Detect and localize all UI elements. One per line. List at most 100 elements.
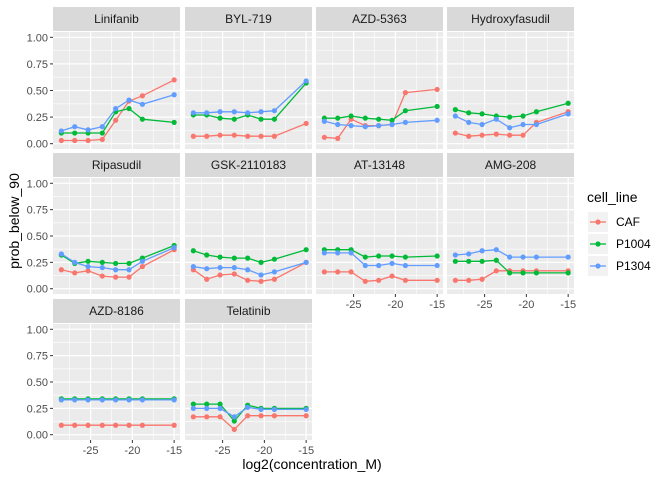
data-point-caf: [479, 276, 485, 282]
data-point-caf: [303, 413, 309, 419]
facet-panel: AZD-5363: [316, 7, 443, 149]
data-point-caf: [72, 137, 78, 144]
data-point-caf: [493, 131, 499, 137]
data-point-caf: [72, 422, 78, 428]
data-point-p1004: [190, 401, 196, 407]
data-point-p1004: [479, 258, 485, 264]
data-point-p1004: [520, 113, 526, 119]
data-point-p1304: [99, 397, 105, 403]
data-point-caf: [204, 276, 210, 282]
data-point-p1304: [533, 121, 540, 128]
data-point-p1304: [217, 405, 223, 411]
data-point-caf: [58, 267, 64, 273]
data-point-caf: [217, 414, 223, 420]
data-point-caf: [452, 130, 458, 136]
data-point-p1004: [493, 257, 499, 263]
data-point-p1004: [335, 115, 341, 121]
data-point-p1004: [271, 116, 278, 122]
data-point-p1004: [99, 130, 105, 136]
data-point-p1004: [231, 255, 237, 261]
data-point-caf: [171, 77, 177, 83]
data-point-caf: [204, 133, 210, 139]
x-tick-label: -25: [83, 445, 99, 457]
data-point-p1304: [99, 124, 105, 130]
data-point-p1004: [204, 252, 210, 258]
facet-panel: GSK-2110183: [185, 153, 312, 294]
data-point-p1304: [520, 254, 526, 260]
data-point-p1304: [231, 109, 237, 115]
data-point-p1304: [434, 262, 440, 269]
data-point-p1004: [507, 114, 513, 120]
facet-title: Telatinib: [226, 304, 270, 318]
data-point-caf: [434, 277, 440, 283]
x-tick-label: -20: [387, 299, 403, 311]
data-point-caf: [217, 272, 223, 278]
data-point-p1004: [231, 116, 237, 122]
data-point-caf: [245, 277, 251, 283]
x-tick-label: -20: [124, 445, 140, 457]
data-point-p1304: [85, 263, 91, 270]
data-point-p1304: [258, 272, 264, 278]
data-point-caf: [466, 277, 472, 283]
y-tick-label: 0.50: [27, 86, 48, 98]
y-tick-label: 1.00: [27, 324, 48, 336]
data-point-p1004: [376, 116, 382, 122]
facet-panel: BYL-719: [185, 7, 312, 149]
data-point-caf: [231, 426, 237, 433]
facet-strip: [53, 153, 180, 177]
legend: cell_line CAF P1004 P1304: [587, 189, 651, 276]
facet-panel: AT-13148 -25 -20 -15: [316, 153, 445, 311]
legend-key-point: [595, 219, 601, 225]
data-point-p1304: [565, 254, 571, 260]
legend-label: P1304: [616, 259, 651, 273]
data-point-p1004: [72, 130, 78, 136]
data-point-p1304: [271, 406, 278, 413]
data-point-caf: [58, 137, 64, 144]
y-tick-label: 0.25: [27, 257, 48, 269]
data-point-caf: [271, 413, 278, 419]
data-point-caf: [402, 90, 409, 96]
data-point-p1304: [217, 265, 223, 271]
data-point-p1304: [171, 397, 177, 403]
facet-panels: Linifanib 0.00 0.25 0.50 0.75 1.00 BYL-719 AZD-…: [27, 7, 576, 457]
y-tick-label: 0.00: [27, 430, 48, 442]
data-point-p1304: [303, 406, 309, 413]
data-point-p1004: [113, 260, 119, 267]
data-point-p1304: [335, 121, 341, 128]
data-point-caf: [231, 271, 237, 277]
y-tick-label: 0.25: [27, 403, 48, 415]
data-point-caf: [258, 133, 264, 139]
data-point-caf: [85, 137, 91, 144]
facet-panel: AMG-208 -25 -20 -15: [447, 153, 576, 311]
data-point-caf: [99, 136, 105, 143]
data-point-p1004: [139, 116, 146, 122]
data-point-caf: [507, 132, 513, 138]
data-point-p1304: [171, 92, 177, 98]
data-point-p1004: [434, 103, 440, 110]
facet-panel: Linifanib 0.00 0.25 0.50 0.75 1.00: [27, 7, 180, 151]
data-point-p1304: [231, 265, 237, 271]
data-point-p1304: [434, 117, 440, 123]
data-point-caf: [190, 133, 196, 139]
data-point-caf: [126, 274, 132, 280]
data-point-p1304: [321, 250, 327, 256]
facet-title: BYL-719: [225, 12, 272, 26]
data-point-p1304: [493, 116, 499, 122]
data-point-p1304: [139, 397, 146, 403]
data-point-p1304: [190, 263, 196, 270]
data-point-p1304: [171, 245, 177, 251]
data-point-p1304: [565, 111, 571, 117]
data-point-p1304: [245, 267, 251, 273]
data-point-p1304: [507, 254, 513, 260]
x-axis-title: log2(concentration_M): [242, 456, 381, 472]
data-point-p1304: [402, 262, 409, 269]
data-point-p1304: [245, 110, 251, 116]
data-point-caf: [376, 277, 382, 283]
data-point-caf: [402, 277, 409, 283]
data-point-p1304: [258, 406, 264, 413]
data-point-p1304: [72, 259, 78, 265]
data-point-p1304: [348, 250, 354, 256]
data-point-caf: [321, 134, 327, 140]
data-point-p1304: [303, 78, 309, 84]
